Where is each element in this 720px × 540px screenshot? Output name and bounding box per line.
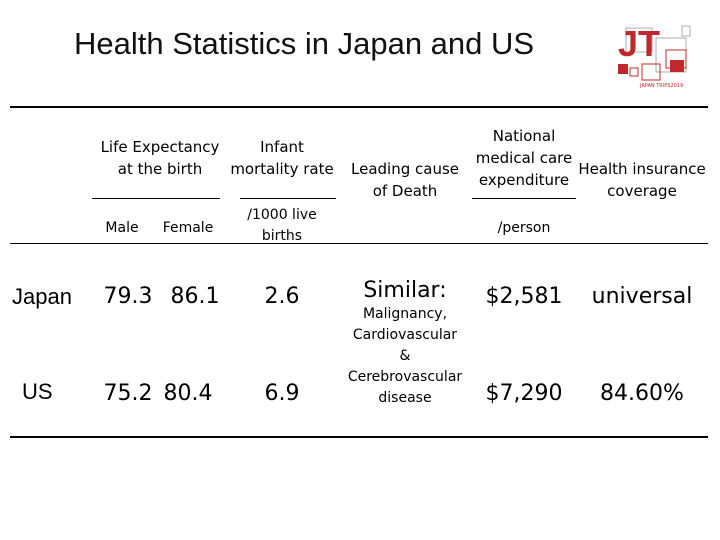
leading-cause-heading: Similar: [363,278,447,303]
japan-female: 86.1 [170,284,220,309]
subheader-expenditure-unit: /person [497,220,551,236]
japan-insurance: universal [591,284,693,309]
leading-cause-line: Malignancy, [362,306,448,322]
japan-infant-mortality: 2.6 [264,284,300,309]
header-insurance: Health insurance coverage [578,160,706,200]
subheader-female: Female [162,220,214,236]
header-medical-expenditure-underline [472,198,576,199]
jt-logo: JT [618,24,691,81]
subheader-male: Male [105,220,139,236]
leading-cause-line: & [399,348,411,364]
subheader-infant-unit: /1000 live births [247,207,317,244]
leading-cause-cell: Similar: Malignancy, Cardiovascular & Ce… [348,278,462,409]
us-female: 80.4 [163,381,213,406]
japan-expenditure: $2,581 [485,284,563,309]
header-life-expectancy: Life Expectancy at the birth [100,138,220,178]
us-insurance: 84.60% [600,381,684,406]
leading-cause-line: Cardiovascular [352,327,458,343]
us-infant-mortality: 6.9 [264,381,300,406]
japan-male: 79.3 [103,284,153,309]
leading-cause-line: Cerebrovascular [347,369,463,385]
slide-title: Health Statistics in Japan and US [74,26,535,61]
row-label-us: US [22,379,53,404]
jt-logo-text: JT [618,24,660,64]
header-life-expectancy-underline [92,198,220,199]
rule-bottom [10,436,708,438]
rule-header-bottom [10,243,708,244]
header-infant-mortality: Infant mortality rate [230,138,334,178]
header-leading-cause: Leading cause of Death [351,160,459,200]
us-expenditure: $7,290 [485,381,563,406]
us-male: 75.2 [103,381,153,406]
rule-top [10,106,708,108]
header-medical-expenditure: National medical care expenditure [475,127,573,189]
logo-caption: JAPAN TRIPS2019 [640,83,684,89]
leading-cause-line: disease [378,390,432,406]
header-infant-mortality-underline [240,198,336,199]
row-label-japan: Japan [12,284,72,309]
